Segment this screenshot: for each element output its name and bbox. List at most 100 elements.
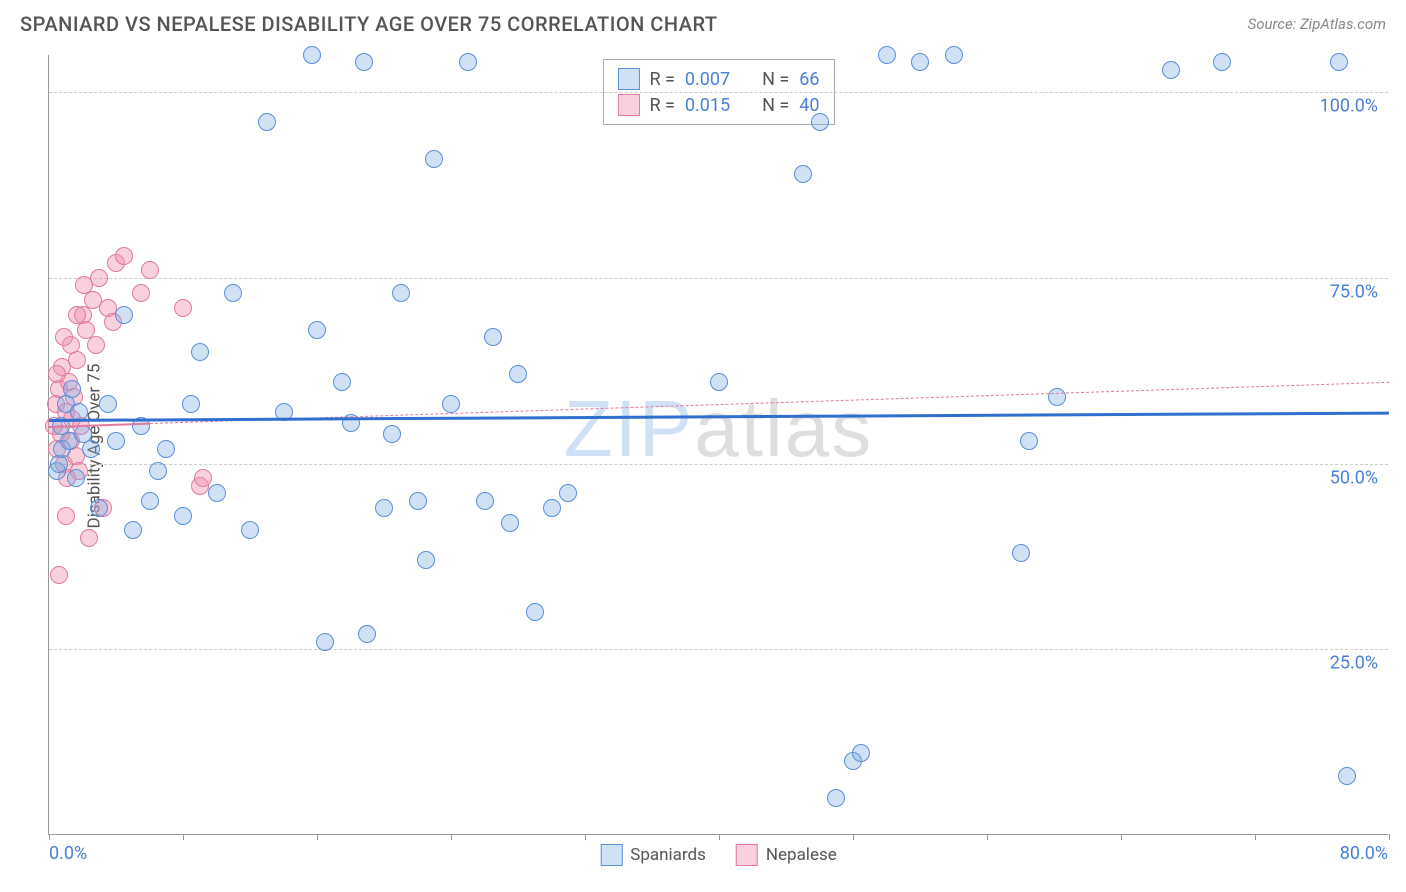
data-point-nepalese [87,336,105,354]
gridline [49,649,1388,650]
data-point-spaniards [543,499,561,517]
y-tick-label: 50.0% [1330,467,1378,488]
data-point-nepalese [115,247,133,265]
data-point-spaniards [115,306,133,324]
data-point-spaniards [141,492,159,510]
data-point-spaniards [316,633,334,651]
data-point-spaniards [1162,61,1180,79]
data-point-spaniards [99,395,117,413]
data-point-spaniards [476,492,494,510]
data-point-spaniards [149,462,167,480]
data-point-spaniards [182,395,200,413]
data-point-spaniards [827,789,845,807]
trend-line-spaniards [49,412,1389,422]
data-point-spaniards [794,165,812,183]
data-point-nepalese [194,469,212,487]
data-point-nepalese [132,284,150,302]
x-tick-mark [987,834,988,840]
data-point-spaniards [383,425,401,443]
data-point-spaniards [191,343,209,361]
r-value-nepalese: 0.015 [685,95,730,116]
x-axis-label-max: 80.0% [1340,843,1388,864]
data-point-spaniards [878,46,896,64]
data-point-spaniards [308,321,326,339]
x-axis-label-min: 0.0% [49,843,87,864]
r-label: R = [649,95,674,116]
data-point-spaniards [501,514,519,532]
data-point-spaniards [303,46,321,64]
data-point-nepalese [141,261,159,279]
chart-plot-area: ZIPatlas R = 0.007 N = 66 R = 0.015 N = … [48,55,1388,835]
data-point-spaniards [358,625,376,643]
data-point-spaniards [90,499,108,517]
data-point-spaniards [417,551,435,569]
chart-header: SPANIARD VS NEPALESE DISABILITY AGE OVER… [0,0,1406,44]
swatch-spaniards [617,68,639,90]
y-tick-label: 75.0% [1330,281,1378,302]
legend-series: Spaniards Nepalese [600,844,837,866]
data-point-spaniards [526,603,544,621]
data-point-nepalese [80,529,98,547]
data-point-spaniards [911,53,929,71]
chart-source: Source: ZipAtlas.com [1248,15,1386,33]
swatch-nepalese [617,94,639,116]
data-point-spaniards [107,432,125,450]
x-tick-mark [719,834,720,840]
data-point-spaniards [442,395,460,413]
data-point-nepalese [75,276,93,294]
watermark-atlas: atlas [694,384,873,473]
chart-title: SPANIARD VS NEPALESE DISABILITY AGE OVER… [20,12,718,36]
y-tick-label: 25.0% [1330,653,1378,674]
data-point-spaniards [811,113,829,131]
n-label: N = [762,95,789,116]
data-point-spaniards [208,484,226,502]
data-point-spaniards [82,440,100,458]
watermark-zip: ZIP [564,384,694,473]
data-point-spaniards [355,53,373,71]
data-point-nepalese [55,328,73,346]
data-point-spaniards [1213,53,1231,71]
r-label: R = [649,69,674,90]
data-point-spaniards [484,328,502,346]
data-point-spaniards [258,113,276,131]
data-point-spaniards [67,469,85,487]
data-point-nepalese [57,507,75,525]
x-tick-mark [49,834,50,840]
x-tick-mark [1255,834,1256,840]
data-point-spaniards [1048,388,1066,406]
x-tick-mark [451,834,452,840]
data-point-nepalese [174,299,192,317]
x-tick-mark [317,834,318,840]
data-point-spaniards [459,53,477,71]
x-tick-mark [183,834,184,840]
data-point-nepalese [48,365,66,383]
y-tick-label: 100.0% [1320,96,1378,117]
gridline [49,278,1388,279]
data-point-spaniards [174,507,192,525]
data-point-spaniards [392,284,410,302]
data-point-spaniards [1338,767,1356,785]
legend-item-spaniards: Spaniards [600,844,706,866]
data-point-spaniards [852,744,870,762]
data-point-spaniards [710,373,728,391]
r-value-spaniards: 0.007 [685,69,730,90]
data-point-spaniards [425,150,443,168]
n-label: N = [762,69,789,90]
data-point-spaniards [1020,432,1038,450]
watermark: ZIPatlas [564,383,873,475]
x-tick-mark [1389,834,1390,840]
x-tick-mark [853,834,854,840]
gridline [49,464,1388,465]
data-point-spaniards [241,521,259,539]
data-point-spaniards [63,380,81,398]
legend-label-nepalese: Nepalese [766,845,837,865]
data-point-spaniards [559,484,577,502]
data-point-spaniards [157,440,175,458]
data-point-spaniards [509,365,527,383]
data-point-spaniards [1012,544,1030,562]
swatch-nepalese [736,844,758,866]
data-point-spaniards [945,46,963,64]
data-point-spaniards [409,492,427,510]
data-point-spaniards [124,521,142,539]
data-point-spaniards [375,499,393,517]
